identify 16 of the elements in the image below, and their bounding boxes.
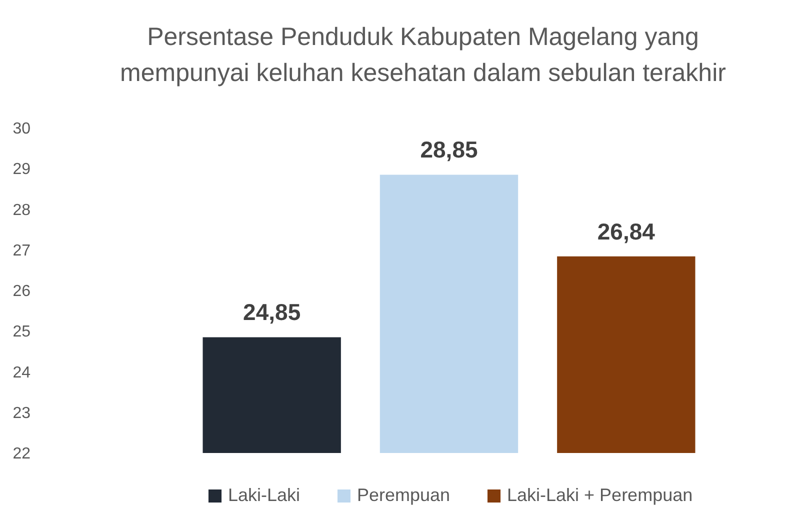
y-tick-label: 23 — [12, 404, 31, 422]
y-tick-label: 28 — [12, 202, 31, 219]
y-tick-label: 24 — [12, 364, 31, 382]
y-tick-label: 30 — [12, 120, 31, 138]
data-label: 28,85 — [420, 136, 478, 163]
y-tick-label: 25 — [12, 324, 31, 341]
legend-label: Perempuan — [357, 485, 450, 505]
data-label: 24,85 — [243, 299, 301, 326]
y-tick-label: 29 — [12, 161, 31, 178]
data-label: 26,84 — [597, 218, 656, 244]
chart-title: Persentase Penduduk Kabupaten Magelang yang mempunyai keluhan kesehatan dalam sebulan terakhir — [120, 23, 726, 87]
legend-label: Laki-Laki + Perempuan — [507, 485, 693, 505]
y-tick-label: 27 — [12, 242, 31, 260]
y-tick-label: 22 — [12, 446, 31, 462]
legend-label: Laki-Laki — [228, 485, 300, 505]
y-tick-label: 26 — [12, 283, 31, 300]
